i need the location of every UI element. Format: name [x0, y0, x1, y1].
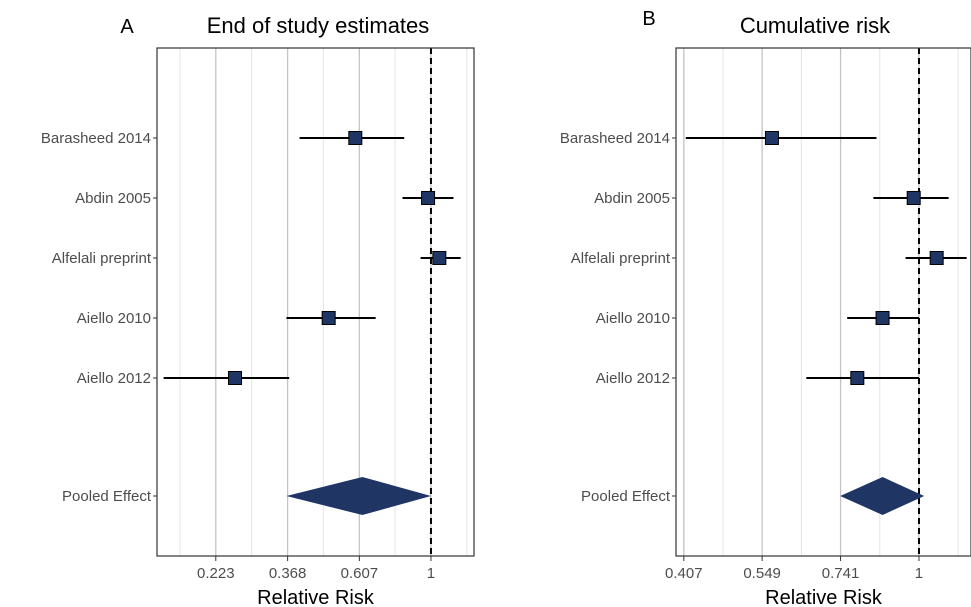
plot-area: [163, 48, 468, 556]
point-estimate-marker: [850, 371, 865, 385]
forest-panel-a: A End of study estimates Barasheed 2014 Abd…: [41, 13, 475, 607]
study-label: Barasheed 2014: [41, 130, 151, 147]
pooled-effect-diamond: [840, 477, 925, 515]
study-label: Aiello 2010: [596, 310, 670, 327]
point-estimate-marker: [906, 191, 921, 205]
study-label: Aiello 2012: [77, 370, 151, 387]
x-tick-label: 0.741: [822, 565, 860, 582]
study-label: Alfelali preprint: [52, 250, 152, 267]
point-estimate-marker: [432, 251, 447, 265]
x-tick-label: 1: [427, 565, 435, 582]
study-label: Abdin 2005: [75, 190, 151, 207]
study-label: Aiello 2012: [596, 370, 670, 387]
panel-letter: B: [642, 8, 655, 30]
pooled-effect-diamond: [286, 477, 431, 515]
x-tick-label: 0.549: [743, 565, 781, 582]
x-tick-label: 0.407: [665, 565, 703, 582]
plot-area: [683, 48, 967, 556]
x-tick-label: 0.607: [341, 565, 379, 582]
x-tick-label: 0.368: [269, 565, 307, 582]
pooled-effect-label: Pooled Effect: [62, 488, 152, 505]
study-label: Aiello 2010: [77, 310, 151, 327]
panel-title: Cumulative risk: [740, 13, 891, 38]
study-label: Alfelali preprint: [571, 250, 671, 267]
x-axis-title: Relative Risk: [257, 587, 375, 607]
point-estimate-marker: [421, 191, 436, 205]
panel-title: End of study estimates: [207, 13, 430, 38]
x-tick-label: 1: [915, 565, 923, 582]
point-estimate-marker: [764, 131, 779, 145]
x-tick-label: 0.223: [197, 565, 235, 582]
point-estimate-marker: [929, 251, 944, 265]
point-estimate-marker: [321, 311, 336, 325]
forest-panel-b: B Cumulative risk Barasheed 2014 Abdin 2005…: [560, 8, 971, 607]
point-estimate-marker: [875, 311, 890, 325]
panel-border: [156, 47, 475, 557]
study-label: Abdin 2005: [594, 190, 670, 207]
x-axis-title: Relative Risk: [765, 587, 883, 607]
panel-border: [675, 47, 971, 557]
point-estimate-marker: [228, 371, 243, 385]
panel-letter: A: [120, 16, 134, 38]
study-label: Barasheed 2014: [560, 130, 670, 147]
point-estimate-marker: [348, 131, 363, 145]
pooled-effect-label: Pooled Effect: [581, 488, 671, 505]
